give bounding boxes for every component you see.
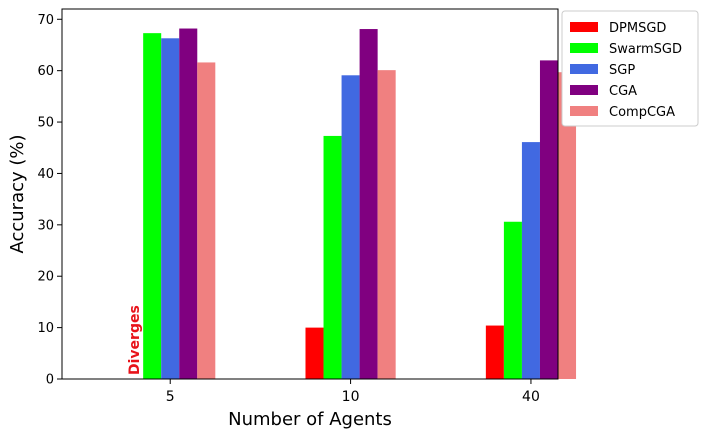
- bar-swarmsgd-40: [503, 221, 522, 379]
- bar-swarmsgd-10: [323, 135, 342, 379]
- legend-swatch-swarmsgd: [570, 43, 598, 53]
- annotation-diverges: Diverges: [127, 305, 143, 375]
- bar-sgp-5: [161, 38, 180, 380]
- legend-swatch-compcga: [570, 106, 598, 116]
- legend-label-compcga: CompCGA: [609, 105, 675, 120]
- legend: DPMSGD SwarmSGD SGP CGA CompCGA: [561, 10, 699, 127]
- y-tick-label: 60: [37, 64, 54, 79]
- legend-label-cga: CGA: [609, 84, 637, 99]
- y-tick-label: 20: [37, 270, 54, 285]
- bar-sgp-10: [341, 75, 360, 380]
- legend-swatch-sgp: [570, 64, 598, 74]
- legend-label-sgp: SGP: [609, 63, 635, 78]
- bar-swarmsgd-5: [143, 33, 162, 380]
- bar-cga-5: [179, 28, 198, 380]
- y-tick-label: 10: [37, 321, 54, 336]
- x-tick-label: 10: [342, 389, 360, 405]
- x-tick-label: 40: [522, 389, 540, 405]
- y-axis-title: Accuracy (%): [7, 134, 28, 253]
- x-tick-label: 5: [166, 389, 175, 405]
- legend-swatch-dpmsgd: [570, 22, 598, 32]
- y-tick-label: 30: [37, 218, 54, 233]
- bars-layer: [143, 28, 577, 380]
- x-axis-title: Number of Agents: [228, 409, 392, 430]
- bar-cga-40: [539, 60, 558, 380]
- legend-label-swarmsgd: SwarmSGD: [609, 42, 682, 57]
- legend-label-dpmsgd: DPMSGD: [609, 21, 666, 36]
- bar-compcga-5: [197, 62, 216, 379]
- plot-frame: [61, 8, 559, 380]
- y-tick-label: 40: [37, 167, 54, 182]
- bar-dpmsgd-40: [485, 325, 504, 379]
- legend-swatch-cga: [570, 85, 598, 95]
- bar-cga-10: [359, 29, 378, 380]
- annotations-layer: Diverges: [127, 305, 143, 375]
- bar-dpmsgd-10: [305, 327, 324, 379]
- x-axis: 5 10 40: [166, 379, 540, 405]
- y-tick-label: 0: [46, 373, 54, 388]
- y-tick-label: 70: [37, 13, 54, 28]
- y-axis: 0 10 20 30 40 50 60 70: [37, 13, 62, 388]
- bar-compcga-40: [558, 72, 577, 379]
- bar-compcga-10: [377, 70, 396, 380]
- legend-box: [561, 10, 699, 127]
- y-tick-label: 50: [37, 116, 54, 131]
- bar-sgp-40: [521, 142, 540, 379]
